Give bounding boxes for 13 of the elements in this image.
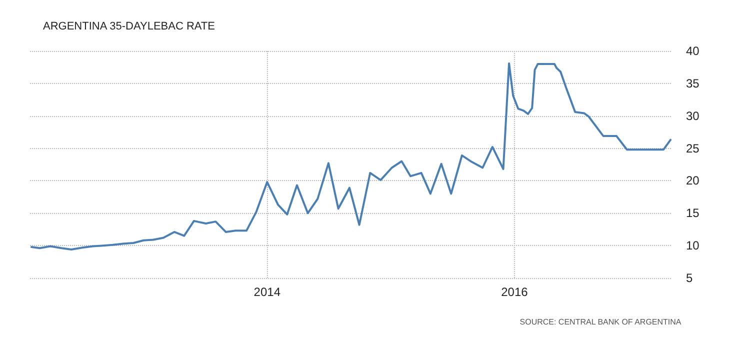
line-series	[30, 62, 672, 250]
y-tick-label: 25	[686, 141, 700, 156]
y-tick-label: 10	[686, 238, 700, 253]
x-tick-label: 2016	[501, 285, 528, 299]
chart-title: ARGENTINA 35-DAYLEBAC RATE	[43, 20, 215, 32]
y-tick-label: 30	[686, 108, 700, 123]
y-tick-label: 5	[686, 271, 693, 285]
y-tick-label: 40	[686, 44, 700, 58]
x-tick-label: 2014	[254, 285, 281, 299]
source-note: SOURCE: CENTRAL BANK OF ARGENTINA	[520, 318, 682, 326]
y-tick-label: 35	[686, 76, 700, 90]
y-tick-label: 15	[686, 206, 700, 220]
y-tick-label: 20	[686, 174, 700, 188]
